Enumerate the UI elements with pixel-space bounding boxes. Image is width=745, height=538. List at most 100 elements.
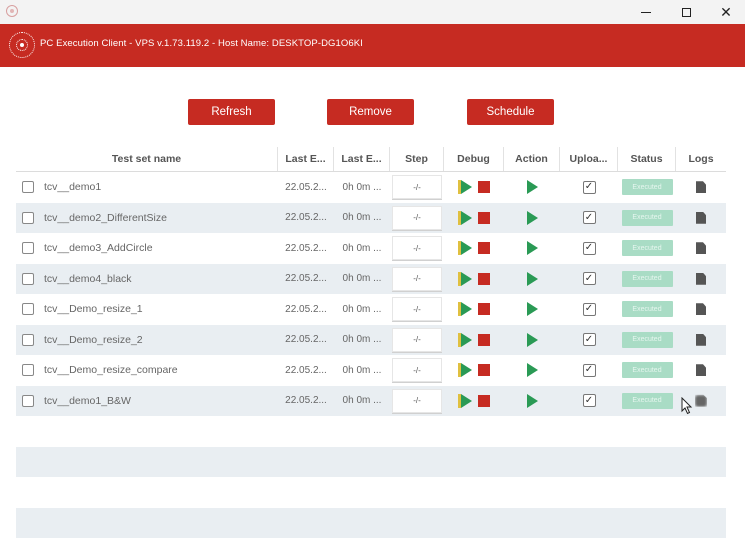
table-body: tcv__demo1 22.05.2... 0h 0m ... -/- ✓ Ex… [16, 172, 726, 538]
play-icon[interactable] [527, 394, 538, 408]
upload-checkbox[interactable]: ✓ [583, 181, 596, 194]
last-exec-date: 22.05.2... [278, 264, 334, 295]
play-icon[interactable] [527, 363, 538, 377]
row-select-checkbox[interactable] [22, 303, 34, 315]
column-header-debug[interactable]: Debug [444, 147, 504, 171]
table-row[interactable]: tcv__demo1_B&W 22.05.2... 0h 0m ... -/- … [16, 386, 726, 417]
cell-logs [676, 172, 726, 203]
table-row[interactable]: tcv__demo3_AddCircle 22.05.2... 0h 0m ..… [16, 233, 726, 264]
upload-checkbox[interactable]: ✓ [583, 364, 596, 377]
mouse-cursor-icon [681, 397, 693, 415]
debug-play-icon[interactable] [458, 394, 472, 408]
document-icon[interactable] [696, 364, 706, 376]
row-select-checkbox[interactable] [22, 334, 34, 346]
upload-checkbox[interactable]: ✓ [583, 394, 596, 407]
maximize-icon [682, 8, 691, 17]
document-icon[interactable] [696, 303, 706, 315]
debug-play-icon[interactable] [458, 241, 472, 255]
row-select-checkbox[interactable] [22, 273, 34, 285]
debug-play-icon[interactable] [458, 363, 472, 377]
upload-checkbox[interactable]: ✓ [583, 242, 596, 255]
row-select-checkbox[interactable] [22, 242, 34, 254]
table-row[interactable]: tcv__demo1 22.05.2... 0h 0m ... -/- ✓ Ex… [16, 172, 726, 203]
column-header-logs[interactable]: Logs [676, 147, 726, 171]
document-icon[interactable] [696, 181, 706, 193]
upload-checkbox[interactable]: ✓ [583, 303, 596, 316]
empty-row [16, 477, 726, 508]
play-icon[interactable] [527, 333, 538, 347]
step-field[interactable]: -/- [392, 236, 442, 260]
step-field[interactable]: -/- [392, 175, 442, 199]
step-field[interactable]: -/- [392, 389, 442, 413]
play-icon[interactable] [527, 302, 538, 316]
upload-checkbox[interactable]: ✓ [583, 333, 596, 346]
row-select-checkbox[interactable] [22, 212, 34, 224]
document-icon[interactable] [696, 212, 706, 224]
column-header-test-set-name[interactable]: Test set name [16, 147, 278, 171]
column-header-last-exec-duration[interactable]: Last E... [334, 147, 390, 171]
app-icon [6, 5, 18, 17]
stop-icon[interactable] [478, 212, 490, 224]
cell-status: Executed [618, 386, 676, 417]
test-set-table: Test set name Last E... Last E... Step D… [16, 147, 726, 538]
stop-icon[interactable] [478, 303, 490, 315]
refresh-button[interactable]: Refresh [188, 99, 275, 125]
column-header-status[interactable]: Status [618, 147, 676, 171]
cell-action [504, 233, 560, 264]
stop-icon[interactable] [478, 334, 490, 346]
upload-checkbox[interactable]: ✓ [583, 272, 596, 285]
table-row[interactable]: tcv__demo4_black 22.05.2... 0h 0m ... -/… [16, 264, 726, 295]
document-icon[interactable] [696, 334, 706, 346]
table-row[interactable]: tcv__Demo_resize_2 22.05.2... 0h 0m ... … [16, 325, 726, 356]
step-field[interactable]: -/- [392, 206, 442, 230]
play-icon[interactable] [527, 211, 538, 225]
test-set-name: tcv__demo4_black [44, 273, 132, 285]
document-icon[interactable] [696, 273, 706, 285]
step-field[interactable]: -/- [392, 267, 442, 291]
last-exec-duration: 0h 0m ... [334, 203, 390, 234]
close-button[interactable]: ✕ [706, 0, 745, 24]
cell-status: Executed [618, 355, 676, 386]
row-select-checkbox[interactable] [22, 181, 34, 193]
stop-icon[interactable] [478, 364, 490, 376]
stop-icon[interactable] [478, 242, 490, 254]
upload-checkbox[interactable]: ✓ [583, 211, 596, 224]
schedule-button[interactable]: Schedule [467, 99, 554, 125]
debug-play-icon[interactable] [458, 333, 472, 347]
debug-play-icon[interactable] [458, 180, 472, 194]
window-titlebar: ✕ [0, 0, 745, 24]
cell-action [504, 294, 560, 325]
remove-button[interactable]: Remove [327, 99, 414, 125]
document-icon[interactable] [695, 395, 707, 407]
stop-icon[interactable] [478, 273, 490, 285]
play-icon[interactable] [527, 241, 538, 255]
cell-upload: ✓ [560, 233, 618, 264]
debug-play-icon[interactable] [458, 302, 472, 316]
stop-icon[interactable] [478, 181, 490, 193]
cell-upload: ✓ [560, 203, 618, 234]
cell-test-set-name: tcv__demo1_B&W [16, 386, 278, 417]
column-header-last-exec-date[interactable]: Last E... [278, 147, 334, 171]
step-field[interactable]: -/- [392, 358, 442, 382]
debug-play-icon[interactable] [458, 272, 472, 286]
minimize-button[interactable] [626, 0, 666, 24]
column-header-step[interactable]: Step [390, 147, 444, 171]
table-row[interactable]: tcv__Demo_resize_compare 22.05.2... 0h 0… [16, 355, 726, 386]
play-icon[interactable] [527, 180, 538, 194]
step-field[interactable]: -/- [392, 328, 442, 352]
stop-icon[interactable] [478, 395, 490, 407]
step-field[interactable]: -/- [392, 297, 442, 321]
document-icon[interactable] [696, 242, 706, 254]
maximize-button[interactable] [666, 0, 706, 24]
column-header-upload[interactable]: Uploa... [560, 147, 618, 171]
play-icon[interactable] [527, 272, 538, 286]
cell-action [504, 386, 560, 417]
column-header-action[interactable]: Action [504, 147, 560, 171]
row-select-checkbox[interactable] [22, 364, 34, 376]
cell-logs [676, 294, 726, 325]
debug-play-icon[interactable] [458, 211, 472, 225]
row-select-checkbox[interactable] [22, 395, 34, 407]
table-row[interactable]: tcv__Demo_resize_1 22.05.2... 0h 0m ... … [16, 294, 726, 325]
table-row[interactable]: tcv__demo2_DifferentSize 22.05.2... 0h 0… [16, 203, 726, 234]
cell-test-set-name: tcv__demo3_AddCircle [16, 233, 278, 264]
